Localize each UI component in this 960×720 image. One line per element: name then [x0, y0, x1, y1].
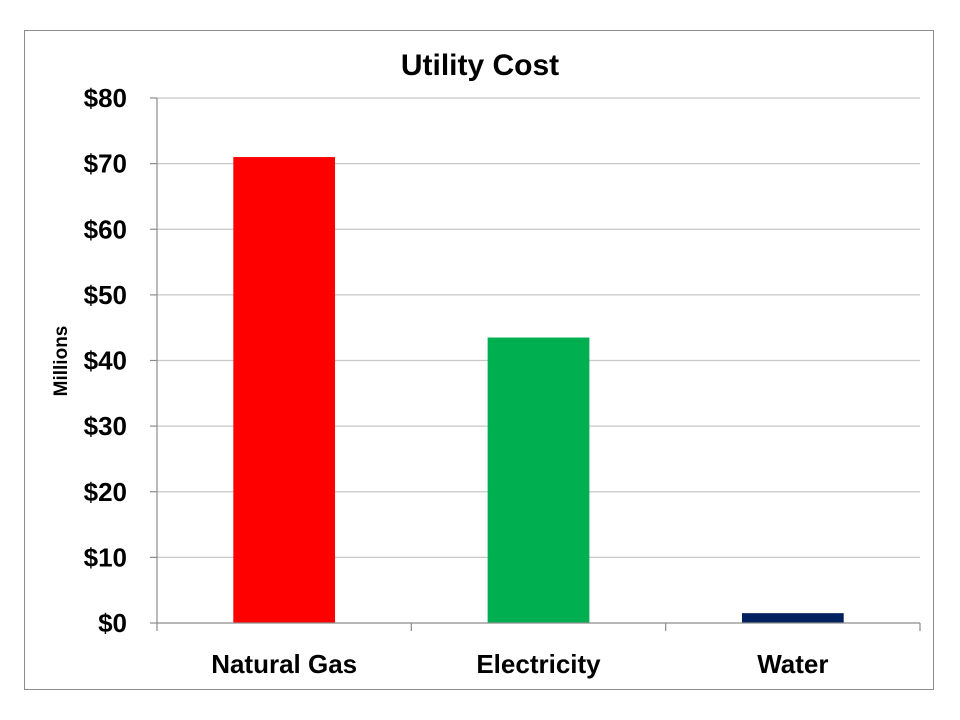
bars	[233, 157, 844, 623]
y-tick-label: $60	[84, 214, 127, 244]
x-category-label: Electricity	[476, 649, 601, 679]
y-tick-label: $80	[84, 83, 127, 113]
bar-electricity	[487, 337, 590, 623]
bar-water	[741, 613, 844, 623]
y-tick-label: $20	[84, 477, 127, 507]
y-axis-label: Millions	[51, 326, 72, 397]
y-tick-label: $10	[84, 542, 127, 572]
x-category-label: Natural Gas	[211, 649, 357, 679]
y-tick-label: $50	[84, 280, 127, 310]
y-tick-label: $30	[84, 411, 127, 441]
y-tick-label: $0	[98, 608, 127, 638]
x-category-label: Water	[757, 649, 828, 679]
x-category-labels: Natural Gas Electricity Water	[211, 649, 828, 679]
y-tick-labels: $0 $10 $20 $30 $40 $50 $60 $70 $80	[84, 83, 127, 638]
y-tick-label: $40	[84, 346, 127, 376]
axes	[150, 97, 921, 631]
bar-natural-gas	[233, 157, 336, 623]
y-tick-label: $70	[84, 149, 127, 179]
chart-title: Utility Cost	[401, 49, 559, 82]
